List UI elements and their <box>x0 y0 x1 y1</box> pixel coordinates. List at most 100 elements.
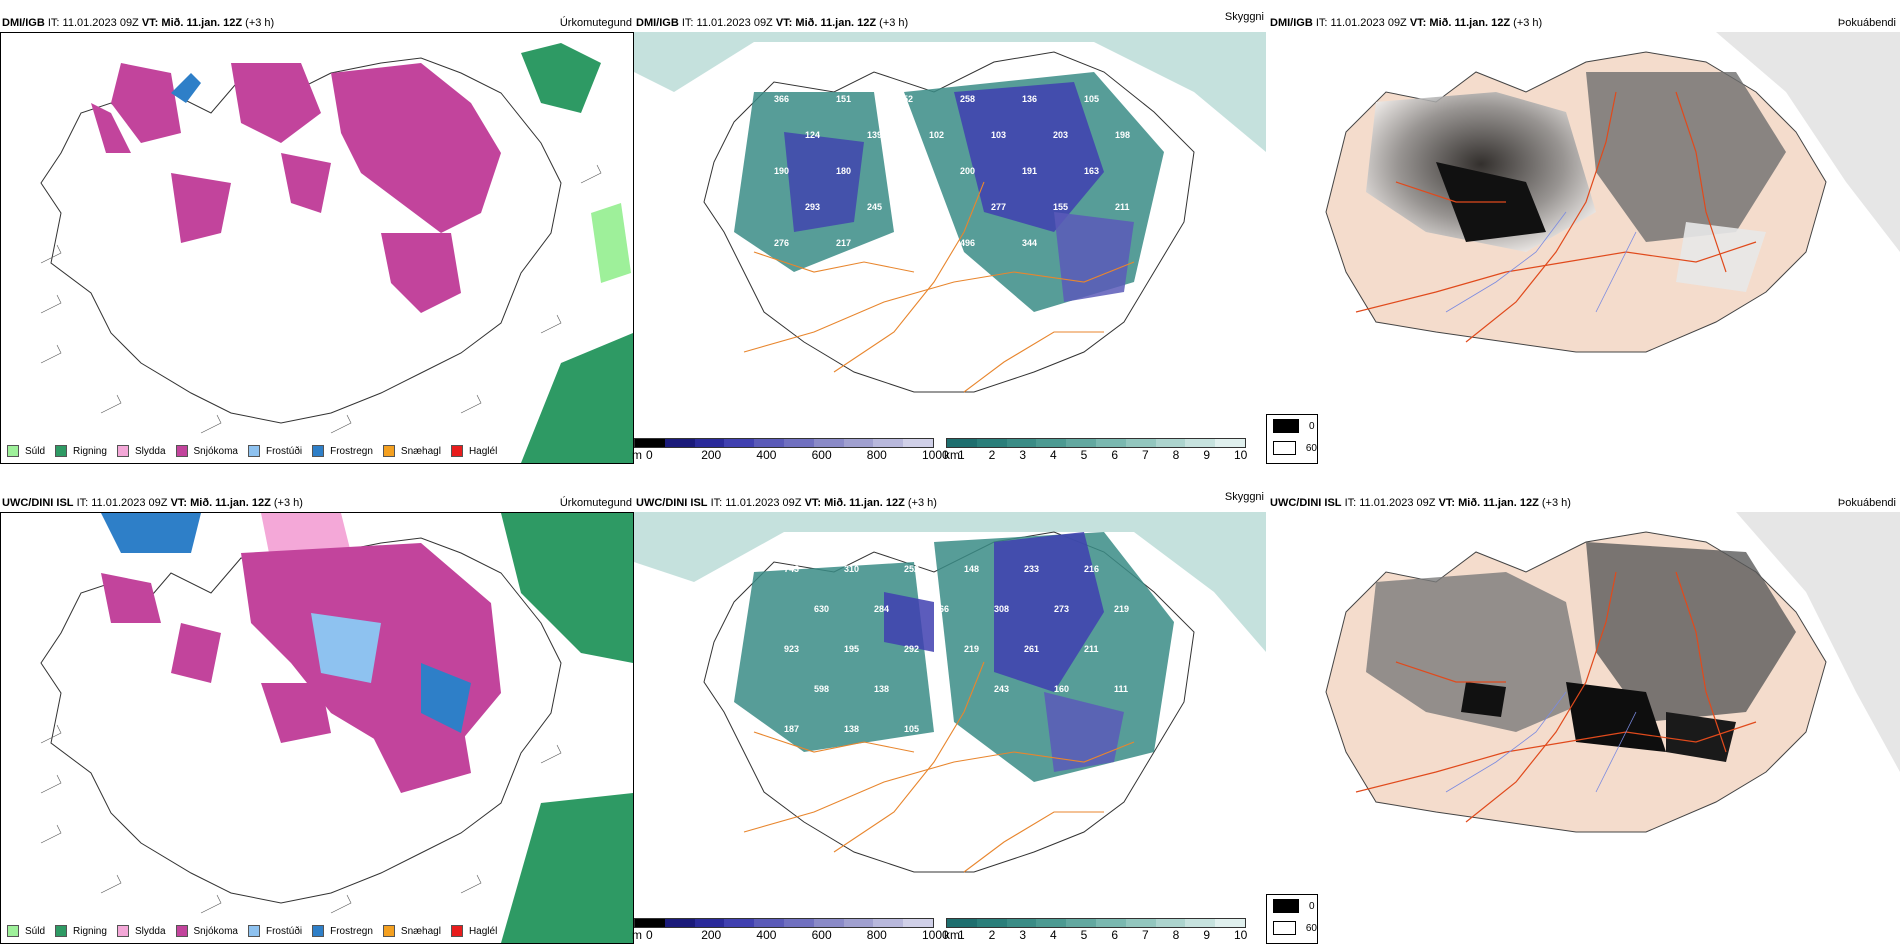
legend-swatch <box>1273 899 1299 913</box>
fog-map[interactable] <box>1266 32 1900 412</box>
precip-legend-item: Snæhagl <box>382 925 441 937</box>
scale-color <box>1155 919 1186 927</box>
scale-tick-label: 800 <box>866 928 887 942</box>
visibility-value-label: 466 <box>934 604 949 614</box>
precip-map[interactable] <box>1 33 633 463</box>
visibility-value-label: 138 <box>874 684 889 694</box>
legend-label: Snjókoma <box>193 925 238 937</box>
scale-color <box>1066 439 1096 447</box>
visibility-map[interactable]: 743 310 252 148 233 216 630 284 466 308 273 219 923 1… <box>634 512 1266 904</box>
visibility-value-label: 252 <box>904 564 919 574</box>
fog-legend: 0 60 <box>1266 894 1318 944</box>
scale-tick-label: 7 <box>1142 928 1149 942</box>
legend-label: Snjókoma <box>193 445 238 457</box>
scale-color <box>843 919 874 927</box>
panel-header: UWC/DINI ISL IT: 11.01.2023 09Z VT: Mið.… <box>1270 494 1571 512</box>
it-label: IT: <box>1344 497 1357 509</box>
scale-color <box>1215 439 1245 447</box>
visibility-value-label: 151 <box>836 94 851 104</box>
scale-color <box>1036 919 1067 927</box>
scale-color <box>1095 439 1126 447</box>
scale-tick-label: 0 <box>646 928 653 942</box>
visibility-value-label: 162 <box>934 684 949 694</box>
visibility-panel: DMI/IGB IT: 11.01.2023 09Z VT: Mið. 11.j… <box>632 11 1266 464</box>
legend-swatch <box>247 925 260 937</box>
visibility-value-label: 211 <box>1084 644 1099 654</box>
model-source: UWC/DINI ISL <box>636 497 708 509</box>
precip-legend: Súld Rigning Slydda Snjókoma Frostúði Frostre… <box>7 445 507 457</box>
precip-legend-item: Haglél <box>450 925 497 937</box>
visibility-value-label: 170 <box>898 238 913 248</box>
legend-swatch <box>7 925 19 937</box>
visibility-value-label: 310 <box>844 564 859 574</box>
it-value: 11.01.2023 09Z <box>91 497 168 509</box>
lead-time: (+3 h) <box>907 497 937 509</box>
scale-color <box>1006 919 1037 927</box>
visibility-value-label: 308 <box>994 604 1009 614</box>
scale-tick-label: 200 <box>701 928 722 942</box>
legend-swatch <box>1273 441 1296 455</box>
visibility-value-label: 203 <box>1053 130 1068 140</box>
scale-tick-label: 6 <box>1111 928 1119 942</box>
legend-label: Súld <box>25 445 46 457</box>
legend-label: 60 <box>1305 442 1317 454</box>
vt-value: Mið. 11.jan. 12Z <box>1458 497 1539 509</box>
visibility-value-label: 284 <box>874 604 889 614</box>
visibility-value-label: 292 <box>904 644 919 654</box>
legend-label: 0 <box>1309 420 1315 432</box>
fog-legend-item: 0 <box>1267 415 1317 437</box>
panel-title: Þokuábendi <box>1837 497 1896 509</box>
precip-map[interactable] <box>1 513 633 943</box>
vt-label: VT: <box>170 497 188 509</box>
legend-swatch <box>450 445 463 457</box>
panel-title: Úrkomutegund <box>559 17 632 29</box>
lead-time: (+3 h) <box>245 17 275 29</box>
legend-label: Haglél <box>468 445 498 457</box>
lead-time: (+3 h) <box>273 497 303 509</box>
visibility-value-label: 273 <box>1054 604 1069 614</box>
scale-unit: m <box>632 928 642 942</box>
fog-map[interactable] <box>1266 512 1900 892</box>
scale-color <box>724 439 755 447</box>
scale-color <box>724 919 755 927</box>
scale-tick-label: 6 <box>1111 448 1119 462</box>
legend-label: Frostúði <box>265 445 303 457</box>
legend-swatch <box>116 925 129 937</box>
scale-tick-label: 8 <box>1172 448 1180 462</box>
scale-color <box>903 439 933 447</box>
precip-type-panel: DMI/IGB IT: 11.01.2023 09Z VT: Mið. 11.j… <box>0 14 634 464</box>
visibility-value-label: 187 <box>784 724 799 734</box>
visibility-value-label: 261 <box>1024 644 1039 654</box>
scale-tick-label: 400 <box>756 928 777 942</box>
legend-swatch <box>175 445 188 457</box>
visibility-panel: UWC/DINI ISL IT: 11.01.2023 09Z VT: Mið.… <box>632 491 1266 944</box>
precip-legend-item: Slydda <box>116 445 166 457</box>
visibility-value-label: 630 <box>814 604 829 614</box>
it-label: IT: <box>1315 17 1328 29</box>
vt-label: VT: <box>1409 17 1427 29</box>
it-value: 11.01.2023 09Z <box>725 497 802 509</box>
fog-panel: 0 60 UWC/DINI ISL IT: 11.01.2023 09Z VT: … <box>1266 494 1900 944</box>
scale-color <box>635 439 665 447</box>
model-source: DMI/IGB <box>636 17 679 29</box>
panel-header: UWC/DINI ISL IT: 11.01.2023 09Z VT: Mið.… <box>2 494 303 512</box>
scale-color <box>1215 919 1245 927</box>
precip-legend: Súld Rigning Slydda Snjókoma Frostúði Frostre… <box>7 925 507 937</box>
visibility-map[interactable]: 366 151 152 258 136 105 124 139 102 103 203 198 190 1… <box>634 32 1266 424</box>
scale-tick-label: 5 <box>1080 928 1088 942</box>
legend-swatch <box>55 445 68 457</box>
precip-legend-item: Snæhagl <box>382 445 441 457</box>
scale-tick-label: 9 <box>1203 928 1211 942</box>
scale-color <box>976 439 1007 447</box>
scale-tick-label: 1000 <box>922 448 949 462</box>
scale-color <box>873 439 904 447</box>
visibility-value-label: 598 <box>814 684 829 694</box>
legend-swatch <box>450 925 463 937</box>
scale-tick-label: 1000 <box>922 928 949 942</box>
legend-swatch <box>55 925 68 937</box>
visibility-value-label: 743 <box>784 564 799 574</box>
scale-color <box>1185 919 1216 927</box>
legend-swatch <box>312 925 325 937</box>
legend-swatch <box>247 445 260 457</box>
panel-header: DMI/IGB IT: 11.01.2023 09Z VT: Mið. 11.j… <box>1270 14 1542 32</box>
